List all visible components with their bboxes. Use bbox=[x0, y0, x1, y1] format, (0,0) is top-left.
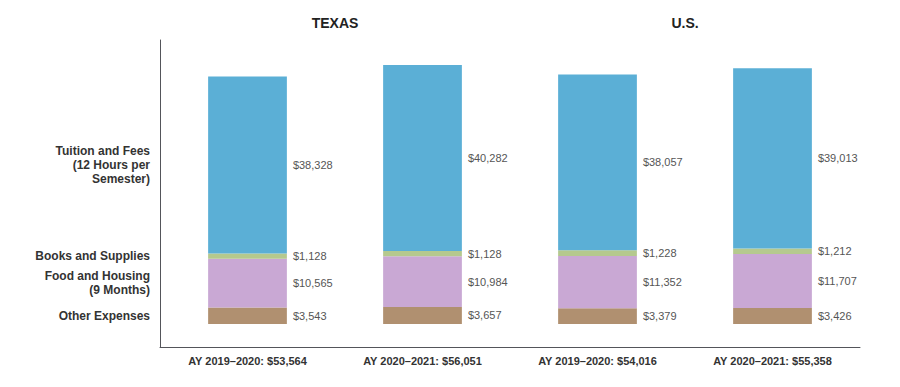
svg-text:AY 2020–2021: $56,051: AY 2020–2021: $56,051 bbox=[363, 355, 482, 367]
svg-text:$3,543: $3,543 bbox=[293, 310, 327, 322]
svg-text:(9 Months): (9 Months) bbox=[89, 283, 150, 297]
svg-text:Other Expenses: Other Expenses bbox=[59, 309, 151, 323]
svg-text:Food and Housing: Food and Housing bbox=[45, 269, 150, 283]
svg-text:$40,282: $40,282 bbox=[468, 152, 508, 164]
svg-text:$3,379: $3,379 bbox=[643, 310, 677, 322]
svg-text:$3,426: $3,426 bbox=[818, 310, 852, 322]
svg-text:$1,212: $1,212 bbox=[818, 245, 852, 257]
svg-text:$10,565: $10,565 bbox=[293, 277, 333, 289]
svg-text:AY 2020–2021: $55,358: AY 2020–2021: $55,358 bbox=[713, 355, 832, 367]
svg-text:$1,128: $1,128 bbox=[468, 248, 502, 260]
svg-text:$10,984: $10,984 bbox=[468, 276, 508, 288]
svg-text:TEXAS: TEXAS bbox=[312, 15, 359, 31]
svg-text:Tuition and Fees: Tuition and Fees bbox=[56, 144, 151, 158]
svg-text:AY 2019–2020: $53,564: AY 2019–2020: $53,564 bbox=[188, 355, 308, 367]
svg-text:Semester): Semester) bbox=[92, 172, 150, 186]
svg-text:$1,228: $1,228 bbox=[643, 247, 677, 259]
svg-text:(12 Hours per: (12 Hours per bbox=[73, 158, 151, 172]
svg-text:Books and Supplies: Books and Supplies bbox=[35, 249, 150, 263]
svg-text:$3,657: $3,657 bbox=[468, 309, 502, 321]
svg-text:U.S.: U.S. bbox=[671, 15, 698, 31]
svg-text:AY 2019–2020: $54,016: AY 2019–2020: $54,016 bbox=[538, 355, 657, 367]
svg-text:$39,013: $39,013 bbox=[818, 152, 858, 164]
svg-text:$38,057: $38,057 bbox=[643, 156, 683, 168]
svg-text:$1,128: $1,128 bbox=[293, 250, 327, 262]
svg-text:$11,352: $11,352 bbox=[643, 276, 682, 288]
svg-text:$38,328: $38,328 bbox=[293, 159, 333, 171]
svg-text:$11,707: $11,707 bbox=[818, 275, 857, 287]
